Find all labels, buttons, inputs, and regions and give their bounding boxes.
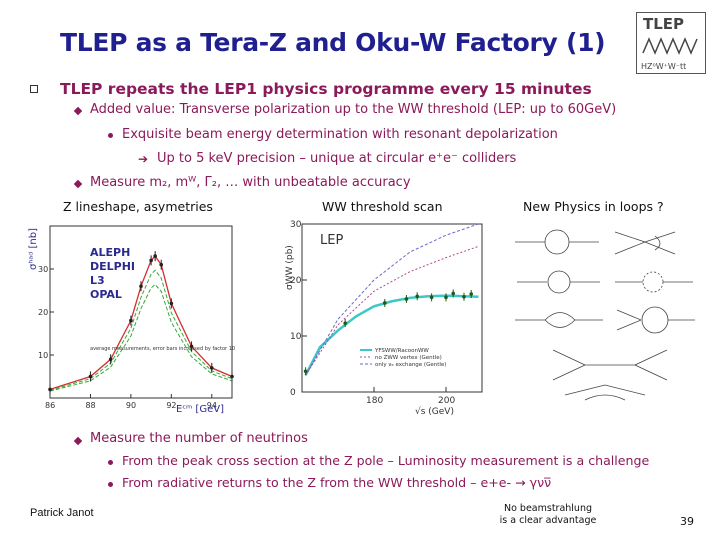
bullet-radiative-returns: From radiative returns to the Z from the… xyxy=(122,475,552,490)
footer-author: Patrick Janot xyxy=(30,507,94,519)
caption-z-lineshape: Z lineshape, asymetries xyxy=(63,199,213,214)
bullet-beam-energy: Exquisite beam energy determination with… xyxy=(122,127,558,142)
ww-data-point xyxy=(469,292,473,296)
logo-text: TLEP xyxy=(643,15,685,33)
loop-diagram-7 xyxy=(552,349,668,381)
ww-xtick-label: 180 xyxy=(366,396,383,406)
z-xtick-label: 90 xyxy=(126,401,136,410)
ww-series-line xyxy=(305,245,479,376)
tlep-logo: TLEP HZ⁰W⁺W⁻tt xyxy=(636,12,706,74)
loop-diagram-2 xyxy=(614,231,676,255)
z-legend-entry: L3 xyxy=(90,274,105,287)
ww-data-point xyxy=(415,294,419,299)
z-series-line xyxy=(49,255,233,391)
ww-ytick-label: 0 xyxy=(290,388,296,398)
logo-subtext: HZ⁰W⁺W⁻tt xyxy=(641,62,687,71)
z-data-point xyxy=(149,258,153,263)
ww-data-point xyxy=(451,291,455,296)
loop-diagram-3 xyxy=(517,270,600,294)
z-data-point xyxy=(230,374,234,379)
ww-legend-entry: only νₑ exchange (Gentle) xyxy=(375,362,446,368)
dot-bullet-icon xyxy=(108,460,113,465)
z-xtick-label: 88 xyxy=(85,401,95,410)
z-data-point xyxy=(189,344,194,349)
bullet-polarization: Added value: Transverse polarization up … xyxy=(90,102,617,117)
arrow-bullet-icon: ➔ xyxy=(138,152,149,166)
z-ytick-label: 10 xyxy=(38,351,48,360)
z-data-point xyxy=(209,366,214,370)
z-xtick-label: 92 xyxy=(166,401,176,410)
ww-series-line xyxy=(305,223,479,376)
z-ytick-label: 30 xyxy=(38,265,48,274)
ww-data-point xyxy=(383,301,387,305)
logo-graphic xyxy=(642,37,698,55)
ww-plot-title: LEP xyxy=(320,233,343,248)
feynman-diagrams xyxy=(515,229,695,401)
z-series-line-alt xyxy=(49,283,233,392)
ww-data-point xyxy=(429,295,434,300)
loop-diagram-5 xyxy=(515,312,603,328)
ww-data-point xyxy=(444,295,448,300)
dot-bullet-icon xyxy=(108,482,113,487)
loop-diagram-1 xyxy=(515,229,599,255)
z-legend-entry: DELPHI xyxy=(90,260,135,273)
bullet-precision: Up to 5 keV precision – unique at circul… xyxy=(157,151,517,166)
page-number: 39 xyxy=(680,515,694,528)
z-data-point xyxy=(88,374,93,379)
ww-plot-frame xyxy=(301,223,483,393)
z-annotation: average measurements, error bars increas… xyxy=(90,346,235,352)
footer-note-line2: is a clear advantage xyxy=(499,515,597,526)
z-series-line-alt xyxy=(49,269,233,391)
z-legend-entry: OPAL xyxy=(90,288,122,301)
ww-data-point xyxy=(462,295,466,299)
ww-ylabel: σWW (pb) xyxy=(285,245,295,290)
footer-note-line1: No beamstrahlung xyxy=(503,503,593,514)
z-ytick-label: 20 xyxy=(38,308,48,317)
diamond-bullet-icon xyxy=(73,106,83,116)
z-data-point xyxy=(153,254,157,258)
caption-new-physics: New Physics in loops ? xyxy=(523,199,664,214)
ww-data-point xyxy=(343,321,347,325)
ww-xtick-label: 200 xyxy=(438,396,455,406)
diamond-bullet-icon xyxy=(73,179,83,189)
ww-ytick-label: 10 xyxy=(290,332,302,342)
z-ylabel: σʰᵃᵈ [nb] xyxy=(28,228,39,270)
z-data-point xyxy=(129,318,133,323)
z-xtick-label: 86 xyxy=(45,401,55,410)
square-bullet-icon xyxy=(30,85,38,93)
z-legend-entry: ALEPH xyxy=(90,246,130,259)
ww-xlabel: √s (GeV) xyxy=(415,406,454,417)
ww-ytick-label: 30 xyxy=(290,220,302,230)
z-data-point xyxy=(159,262,164,267)
bullet-neutrinos: Measure the number of neutrinos xyxy=(90,431,308,446)
z-xlabel: Eᶜᵐ [GeV] xyxy=(176,404,224,415)
ww-threshold-chart: 180 200 0 10 20 30 LEP σWW (pb) √s (GeV) YFSW… xyxy=(280,218,490,418)
z-lineshape-chart: 86 88 90 92 94 10 20 30 σʰᵃᵈ [nb] Eᶜᵐ [GeV] ALE… xyxy=(28,218,238,418)
caption-ww-threshold: WW threshold scan xyxy=(322,199,443,214)
ww-legend-entry: no ZWW vertex (Gentle) xyxy=(375,355,442,361)
ww-ytick-label: 20 xyxy=(290,276,302,286)
diamond-bullet-icon xyxy=(73,436,83,446)
dot-bullet-icon xyxy=(108,133,113,138)
footer-note: No beamstrahlung is a clear advantage xyxy=(488,503,608,527)
ww-data-point xyxy=(303,369,308,374)
loop-diagram-6 xyxy=(616,306,695,334)
ww-series-line xyxy=(304,294,479,376)
bullet-measure-masses: Measure m₂, mᵂ, Γ₂, … with unbeatable ac… xyxy=(90,175,411,190)
main-bullet: TLEP repeats the LEP1 physics programme … xyxy=(60,80,592,98)
z-data-point xyxy=(48,387,52,392)
z-data-point xyxy=(169,301,174,306)
bullet-peak-cross-section: From the peak cross section at the Z pol… xyxy=(122,453,650,468)
page-title: TLEP as a Tera-Z and Oku-W Factory (1) xyxy=(60,28,606,57)
ww-legend-entry: YFSWW/RacoonWW xyxy=(374,348,429,354)
loop-diagram-8 xyxy=(564,384,646,401)
z-data-point xyxy=(139,284,143,288)
z-xtick-label: 94 xyxy=(207,401,217,410)
ww-data-point xyxy=(404,297,409,301)
loop-diagram-4 xyxy=(615,271,693,293)
z-data-point xyxy=(108,357,113,362)
